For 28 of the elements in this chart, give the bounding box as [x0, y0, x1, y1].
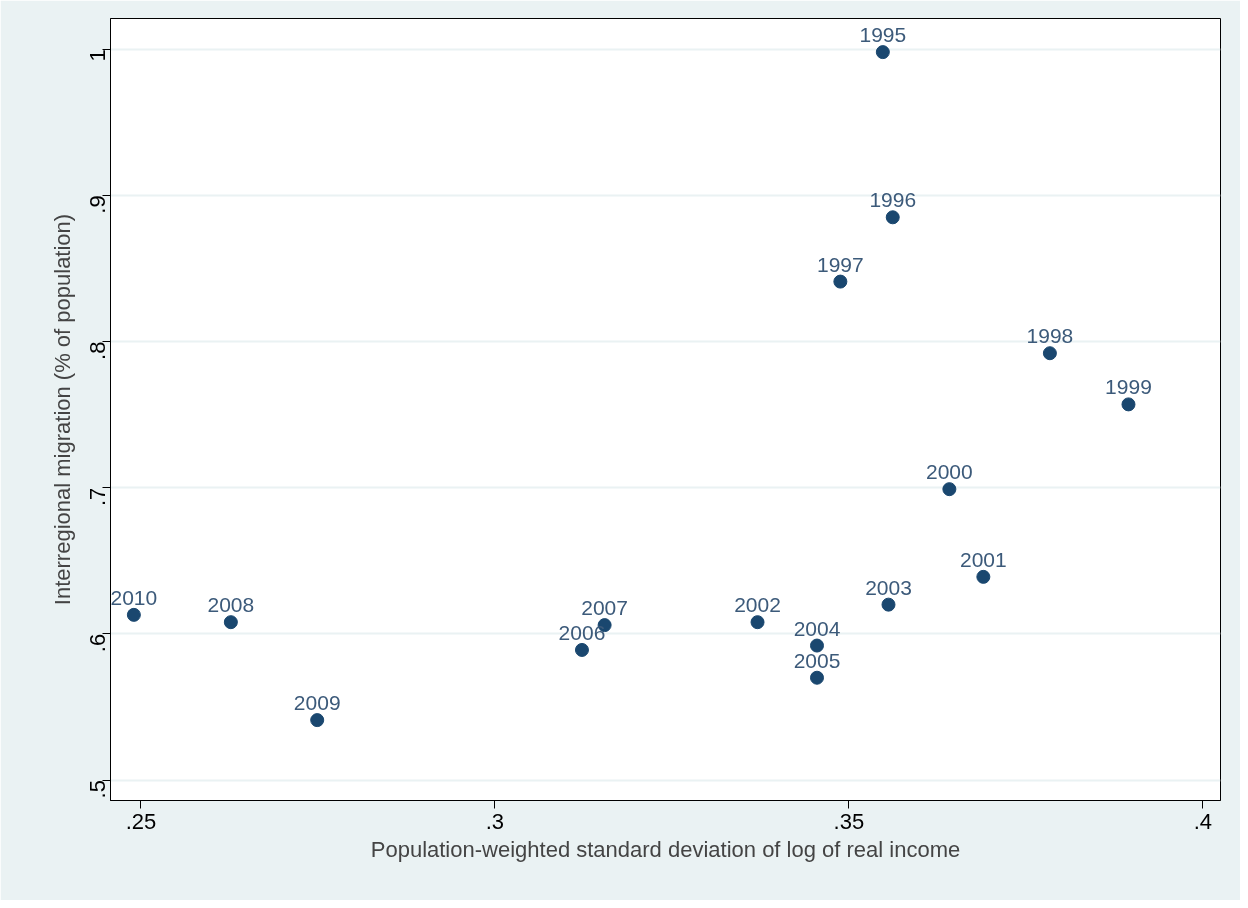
annotation: 2001	[959, 547, 1007, 571]
annotation: 2010	[110, 585, 158, 609]
annotation: 2006	[558, 620, 606, 644]
y-tick-label: .9	[85, 195, 110, 214]
annotation: 2005	[793, 648, 841, 672]
x-tick-label: .35	[833, 808, 865, 834]
annotation: 2003	[865, 575, 912, 599]
annotation: 2000	[926, 460, 973, 484]
annotation: 1999	[1105, 375, 1152, 399]
annotation: 2002	[734, 593, 781, 617]
annotation: 2004	[793, 616, 841, 640]
annotation: 1997	[816, 252, 864, 276]
x-tick-label: .25	[125, 808, 157, 834]
x-axis-title: Population-weighted standard deviation of log of real income	[370, 836, 961, 862]
annotation: 1996	[869, 188, 917, 212]
annotation: 2008	[207, 593, 255, 617]
y-tick-label: .6	[85, 633, 110, 653]
y-axis-title: Interregional migration (% of population)	[49, 213, 75, 606]
annotation: 1995	[859, 23, 907, 47]
x-tick-label: .4	[1193, 808, 1212, 834]
y-tick-label: .8	[85, 341, 110, 360]
annotation: 2007	[581, 596, 628, 620]
y-tick-label: 1	[85, 49, 110, 62]
y-tick-label: .5	[85, 780, 110, 799]
annotation: 1998	[1026, 324, 1074, 348]
x-tick-label: .3	[485, 808, 505, 834]
y-tick-label: .7	[85, 487, 110, 507]
annotation: 2009	[293, 691, 341, 715]
